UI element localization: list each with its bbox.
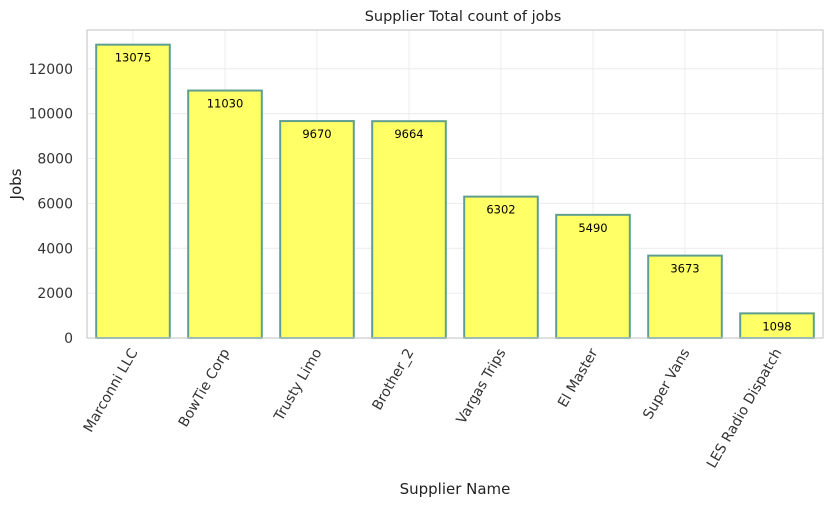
x-tick-label: Brother_2	[369, 346, 417, 413]
y-tick-label: 6000	[37, 196, 73, 212]
bar-value-label: 1098	[762, 319, 791, 333]
bar-value-label: 6302	[486, 203, 515, 217]
x-tick-label: Super Vans	[640, 346, 693, 422]
plot-area: 13075 11030 9670 9664 6302 5490 3673 1098 0 2000 4…	[28, 29, 824, 471]
bar-value-label: 9670	[302, 127, 331, 141]
y-tick-label: 2000	[37, 286, 73, 302]
bar-value-label: 3673	[670, 262, 699, 276]
chart-title: Supplier Total count of jobs	[365, 9, 562, 25]
y-tick-label: 8000	[37, 152, 73, 168]
bar-value-label: 9664	[394, 127, 423, 141]
bar	[371, 120, 447, 339]
bar	[187, 89, 263, 339]
y-tick-label: 0	[64, 331, 73, 347]
bar	[463, 195, 539, 339]
y-axis-label: Jobs	[7, 168, 25, 200]
y-tick-label: 12000	[28, 62, 73, 78]
x-tick-label: El Master	[555, 346, 601, 410]
bar	[555, 213, 631, 339]
x-tick-label: BowTie Corp	[176, 346, 234, 430]
bar	[279, 120, 355, 340]
x-tick-label: LES Radio Dispatch	[704, 346, 785, 471]
plot-frame	[86, 29, 824, 339]
bar	[647, 254, 723, 339]
bar-value-label: 11030	[207, 97, 244, 111]
x-tick-label: Vargas Trips	[454, 346, 510, 427]
x-tick-label: Trusty Limo	[271, 346, 326, 425]
y-tick-label: 10000	[28, 107, 73, 123]
x-axis-label: Supplier Name	[400, 480, 511, 498]
bar-value-label: 5490	[578, 221, 607, 235]
bar-value-label: 13075	[115, 51, 152, 65]
bar	[739, 312, 815, 340]
y-tick-label: 4000	[37, 241, 73, 257]
bar	[95, 43, 171, 340]
x-tick-label: Marconni LLC	[81, 346, 142, 435]
